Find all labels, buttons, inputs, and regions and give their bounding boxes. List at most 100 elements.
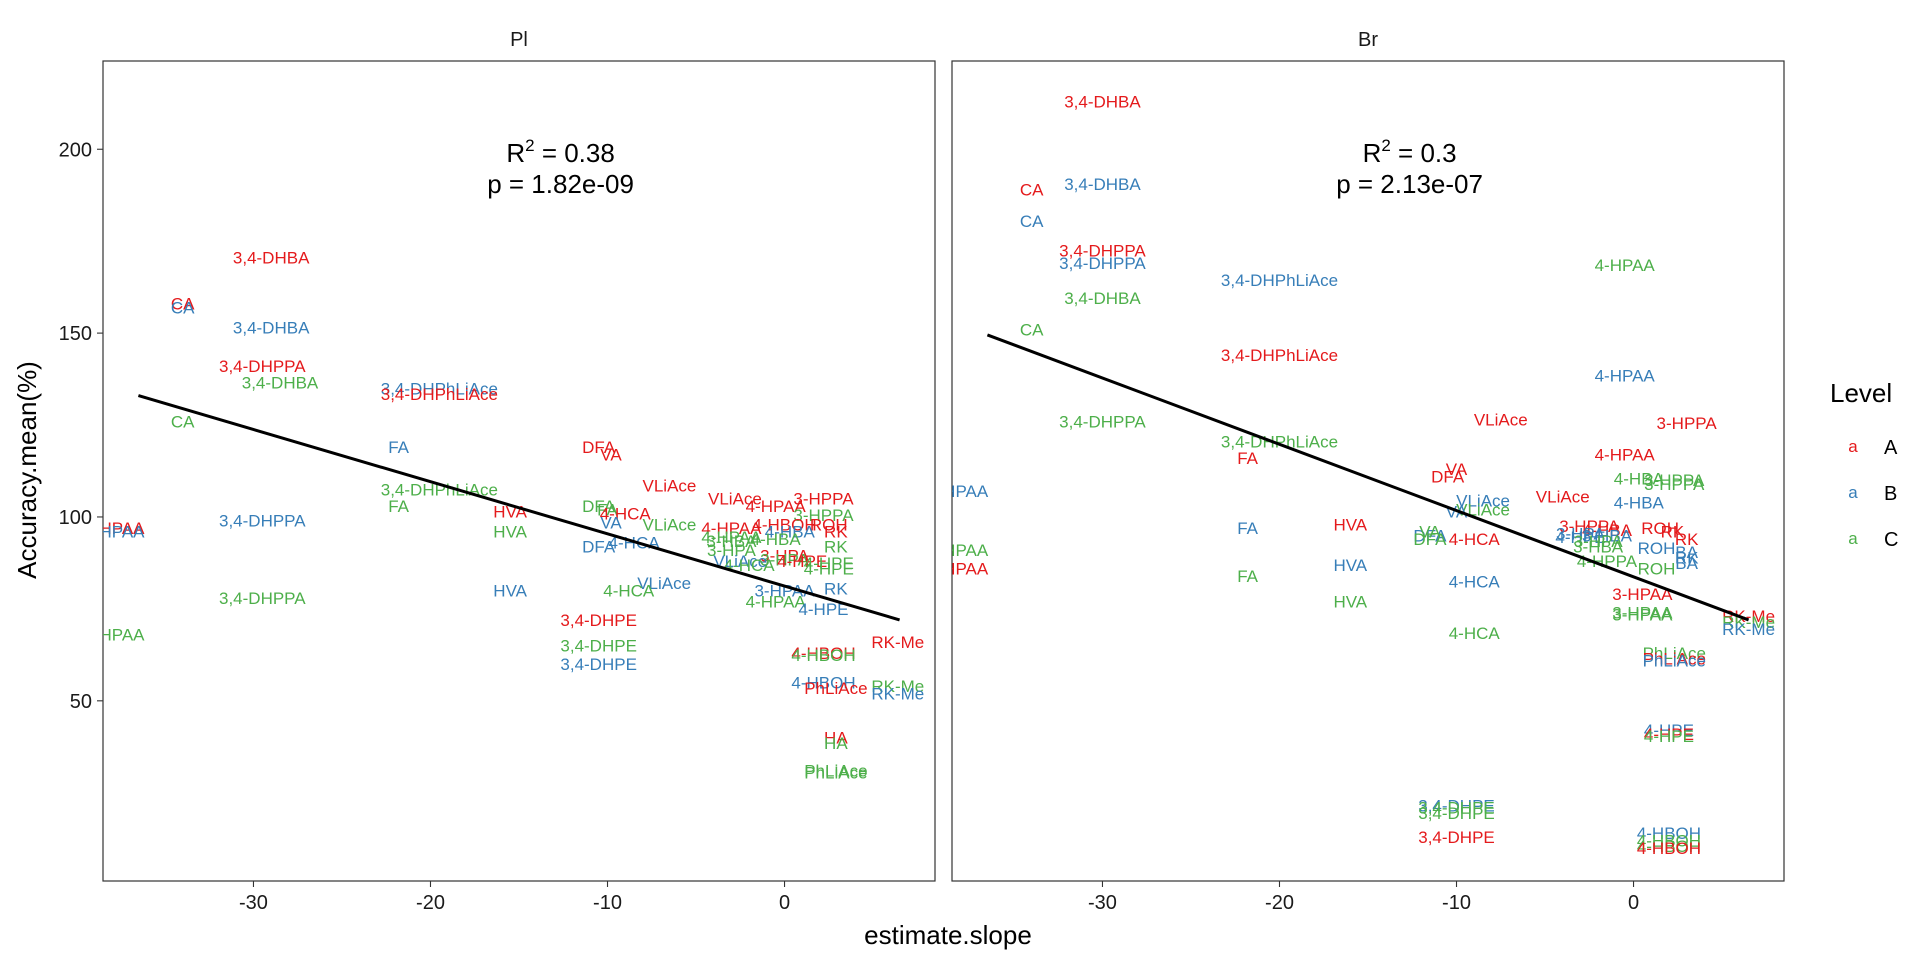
r-squared-label: R2 = 0.38: [506, 136, 614, 168]
point-label-c: 3-HPAA: [1612, 605, 1673, 624]
point-label-a: HA: [824, 729, 848, 748]
point-label-c: 3,4-DHPE: [560, 637, 637, 656]
r-squared-superscript: 2: [525, 136, 534, 155]
point-label-c: RK-Me: [871, 677, 924, 696]
point-label-a: VLiAce: [708, 490, 762, 509]
r-squared-symbol: R: [506, 138, 525, 168]
point-label-b: BA: [1675, 554, 1698, 573]
point-label-a: DFA: [582, 438, 616, 457]
x-axis-title: estimate.slope: [864, 920, 1032, 950]
r-squared-symbol: R: [1363, 138, 1382, 168]
point-label-b: 3-HBA: [1582, 526, 1633, 545]
point-label-a: 4-HCA: [600, 504, 652, 523]
point-label-a: CA: [1020, 181, 1044, 200]
point-label-b: VLiAce: [1456, 491, 1510, 510]
point-label-c: 3-HBA: [706, 532, 757, 551]
point-label-b: 3-HPAA: [754, 582, 815, 601]
point-label-c: RK: [824, 537, 848, 556]
point-label-a: 4-HPE: [1644, 725, 1694, 744]
point-label-a: ROH: [1641, 519, 1679, 538]
point-label-b: DFA: [582, 537, 616, 556]
point-label-a: RK-Me: [871, 633, 924, 652]
point-label-c: HVA: [493, 523, 527, 542]
point-label-a: 3,4-DHPPA: [1059, 241, 1146, 260]
point-label-c: PhLiAce: [804, 764, 867, 783]
legend-key-b: a: [1848, 483, 1858, 502]
point-label-c: 3,4-DHPhLiAce: [1221, 433, 1338, 452]
point-label-b: 4-HPE: [1644, 721, 1694, 740]
point-label-b: 3,4-DHPhLiAce: [1221, 271, 1338, 290]
point-label-b: CA: [171, 298, 195, 317]
point-label-b: 3,4-DHPE: [560, 655, 637, 674]
point-label-b: 3,4-DHPPA: [1059, 254, 1146, 273]
point-label-a: VLiAce: [1474, 411, 1528, 430]
point-label-b: 3,4-DHBA: [233, 319, 310, 338]
point-label-c: 3,4-DHBA: [1064, 289, 1141, 308]
y-tick-label: 200: [59, 139, 92, 161]
point-label-c: 4-HPPA: [1577, 552, 1638, 571]
point-label-a: 4-HCA: [1449, 530, 1501, 549]
point-label-c: 4-HPE: [804, 554, 854, 573]
point-label-c: CA: [1020, 320, 1044, 339]
x-tick-label: -30: [239, 892, 268, 914]
regression-line: [137, 394, 901, 622]
point-label-a: VA: [600, 445, 622, 464]
point-label-b: VLiAce: [637, 574, 691, 593]
legend-label-a: A: [1884, 437, 1898, 459]
point-label-b: DFA: [1413, 526, 1447, 545]
panel-pl: Pl -30 -20 -10 0 50 100 150 200 3,4-DHBA CA CA 3,4-D…: [59, 29, 936, 914]
point-label-c: 3,4-DHPE: [1418, 804, 1495, 823]
y-axis-title: Accuracy.mean(%): [12, 361, 42, 579]
point-label-a: RK: [1661, 523, 1685, 542]
point-label-c: ROH: [1638, 559, 1676, 578]
point-label-c: 4-HBOH: [1637, 837, 1701, 856]
r-squared-value: = 0.3: [1391, 138, 1457, 168]
point-label-c: HVA: [1333, 593, 1367, 612]
x-tick-label: -30: [1088, 892, 1117, 914]
point-label-b: 3,4-DHPPA: [219, 512, 306, 531]
x-tick-label: -10: [593, 892, 622, 914]
point-label-a: 4-HBOH: [1637, 839, 1701, 858]
point-label-b: 4-HBOH: [1637, 824, 1701, 843]
r-squared-label: R2 = 0.3: [1363, 136, 1457, 168]
y-tick-label: 50: [70, 691, 92, 713]
point-label-b: 4-HBA: [765, 523, 816, 542]
point-label-c: 4-HCA: [603, 582, 655, 601]
point-label-c: 4-HPAA: [1595, 256, 1656, 275]
point-label-a: VA: [1446, 460, 1468, 479]
point-label-b: RK-Me: [871, 684, 924, 703]
point-label-c: 3-HPPA: [1644, 475, 1705, 494]
x-tick-label: 0: [779, 892, 790, 914]
point-label-c: 3,4-DHPPA: [1059, 412, 1146, 431]
point-label-b: 3,4-DHPhLiAce: [381, 379, 498, 398]
point-label-c: 3,4-DHPE: [1418, 798, 1495, 817]
point-label-c: 4-DHPAA: [916, 541, 989, 560]
point-label-c: 3-HPPA: [793, 506, 854, 525]
point-label-a: RK: [1675, 530, 1699, 549]
point-label-a: 3,4-DHPE: [1418, 828, 1495, 847]
x-tick-label: -10: [1442, 892, 1471, 914]
point-label-b: CA: [1020, 212, 1044, 231]
point-label-a: 4-HPAA: [1595, 445, 1656, 464]
point-label-a: 3-HPAA: [1612, 585, 1673, 604]
point-label-b: VA: [600, 513, 622, 532]
x-tick-label: -20: [416, 892, 445, 914]
point-label-a: 3,4-DHBA: [1064, 92, 1141, 111]
legend-key-c: a: [1848, 529, 1858, 548]
x-tick-label: 0: [1628, 892, 1639, 914]
point-label-c: 3-HPPA: [1644, 471, 1705, 490]
point-label-b: 4-DHPAA: [72, 523, 145, 542]
point-label-a: 4-HPAA: [746, 497, 807, 516]
point-label-c: VLiAce: [643, 515, 697, 534]
point-label-c: 4-HPAA: [746, 593, 807, 612]
point-label-b: 3,4-DHBA: [1064, 175, 1141, 194]
y-tick-label: 100: [59, 507, 92, 529]
point-label-b: VLiAce: [713, 552, 767, 571]
point-label-c: 4-HBOH: [1637, 832, 1701, 851]
point-label-c: 4-DHPAA: [72, 626, 145, 645]
point-label-c: 4-HCA: [1449, 624, 1501, 643]
point-label-a: 4-HBA: [1582, 521, 1633, 540]
point-label-a: RK: [824, 523, 848, 542]
point-label-c: 3-HPA: [707, 541, 756, 560]
